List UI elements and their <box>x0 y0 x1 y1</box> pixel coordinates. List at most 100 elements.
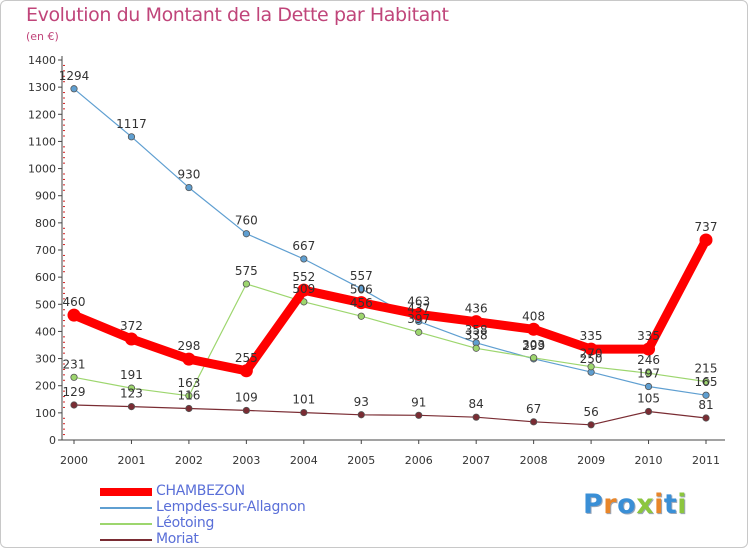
x-tick-label: 2005 <box>347 454 375 467</box>
data-label-moriat: 81 <box>698 398 713 412</box>
data-label-chambezon: 463 <box>407 294 430 308</box>
series-line-l-otoing <box>73 283 707 397</box>
x-tick-label: 2003 <box>232 454 260 467</box>
chart-axes: 0 100 200 300 400 500 600 700 800 900 1000 1100 1200… <box>28 54 725 467</box>
series-point-chambezon <box>527 322 541 336</box>
series-point-chambezon <box>412 307 426 321</box>
y-minor-tick <box>63 238 65 240</box>
y-minor-tick <box>63 135 65 137</box>
y-tick-label: 700 <box>35 244 56 257</box>
y-minor-tick <box>63 70 65 72</box>
y-minor-tick <box>63 151 65 153</box>
series-point-chambezon <box>642 342 656 356</box>
legend-item-moriat: Moriat <box>100 532 360 548</box>
y-tick-label: 0 <box>49 434 56 447</box>
y-tick-label: 1000 <box>28 163 56 176</box>
series-point-moriat <box>587 421 595 429</box>
legend-label-lempdes: Lempdes-sur-Allagnon <box>156 499 306 515</box>
y-tick-label: 300 <box>35 353 56 366</box>
y-minor-tick <box>63 162 65 164</box>
legend-label-leotoing: Léotoing <box>156 515 215 531</box>
series-point-chambezon <box>699 233 713 247</box>
y-minor-tick <box>63 260 65 262</box>
data-label-lempdes-sur-allagnon: 358 <box>465 323 488 337</box>
data-label-lempdes-sur-allagnon: 165 <box>695 375 718 389</box>
data-label-l-otoing: 163 <box>177 376 200 390</box>
data-label-l-otoing: 397 <box>407 312 430 326</box>
data-label-moriat: 129 <box>63 385 86 399</box>
series-point-l-otoing <box>127 384 136 392</box>
legend-swatch-chambezon <box>100 488 152 496</box>
y-tick-label: 800 <box>35 217 56 230</box>
logo-letter: i <box>654 489 664 520</box>
y-tick-label: 200 <box>35 380 56 393</box>
y-minor-tick <box>63 81 65 83</box>
y-minor-tick <box>63 233 65 235</box>
series-point-chambezon <box>584 342 598 356</box>
y-minor-tick <box>63 206 65 208</box>
series-point-moriat <box>185 404 193 413</box>
series-point-lempdes-sur-allagnon <box>70 85 78 93</box>
y-tick-label: 900 <box>35 190 56 203</box>
legend-item-chambezon: CHAMBEZON <box>100 484 360 500</box>
series-point-l-otoing <box>415 328 423 336</box>
data-label-lempdes-sur-allagnon: 1117 <box>116 117 147 131</box>
y-tick-label: 500 <box>35 298 56 311</box>
data-label-lempdes-sur-allagnon: 250 <box>580 352 603 366</box>
legend-label-chambezon: CHAMBEZON <box>156 483 245 499</box>
y-minor-tick <box>63 227 65 229</box>
series-point-l-otoing <box>185 392 193 400</box>
data-label-l-otoing: 338 <box>465 328 488 342</box>
data-label-l-otoing: 456 <box>350 296 373 310</box>
data-label-chambezon: 298 <box>177 339 200 353</box>
series-point-moriat <box>415 411 423 419</box>
y-minor-tick <box>63 434 65 436</box>
series-point-moriat <box>357 411 365 419</box>
y-minor-tick <box>63 292 65 294</box>
y-minor-tick <box>63 173 65 175</box>
y-minor-tick <box>63 271 65 273</box>
logo-letter: o <box>617 489 637 520</box>
data-label-moriat: 56 <box>583 405 598 419</box>
series-point-moriat <box>127 403 136 411</box>
x-tick-label: 2001 <box>117 454 145 467</box>
data-label-chambezon: 506 <box>350 283 373 297</box>
series-point-l-otoing <box>70 373 78 381</box>
x-tick-label: 2006 <box>405 454 433 467</box>
data-label-l-otoing: 215 <box>695 362 718 376</box>
logo-letter: i <box>677 489 688 520</box>
y-minor-tick <box>63 396 65 398</box>
y-tick-label: 1100 <box>28 135 56 148</box>
series-point-l-otoing <box>702 378 710 386</box>
data-label-chambezon: 737 <box>695 220 718 234</box>
x-tick-label: 2002 <box>175 454 203 467</box>
y-tick-label: 600 <box>35 271 56 284</box>
y-minor-tick <box>63 314 65 316</box>
logo-letter: x <box>636 489 655 520</box>
data-label-l-otoing: 509 <box>292 282 315 296</box>
data-label-chambezon: 436 <box>465 302 488 316</box>
series-point-l-otoing <box>472 344 480 352</box>
series-point-lempdes-sur-allagnon <box>702 391 710 399</box>
series-point-moriat <box>300 408 308 417</box>
y-minor-tick <box>63 97 65 99</box>
series-point-l-otoing <box>357 312 365 320</box>
series-point-lempdes-sur-allagnon <box>127 133 136 141</box>
series-point-chambezon <box>469 315 483 329</box>
series-point-chambezon <box>124 332 138 346</box>
y-minor-tick <box>63 92 65 94</box>
data-label-lempdes-sur-allagnon: 557 <box>350 269 373 283</box>
series-point-l-otoing <box>530 354 538 362</box>
data-label-chambezon: 408 <box>522 309 545 323</box>
data-label-moriat: 116 <box>177 389 200 403</box>
legend-swatch-moriat <box>100 539 152 541</box>
y-minor-tick <box>63 146 65 148</box>
y-tick-label: 400 <box>35 325 56 338</box>
data-label-chambezon: 372 <box>120 319 143 333</box>
series-point-chambezon <box>67 308 81 322</box>
x-tick-label: 2007 <box>462 454 490 467</box>
y-minor-tick <box>63 282 65 284</box>
proxiti-logo: Proxiti <box>583 489 687 520</box>
